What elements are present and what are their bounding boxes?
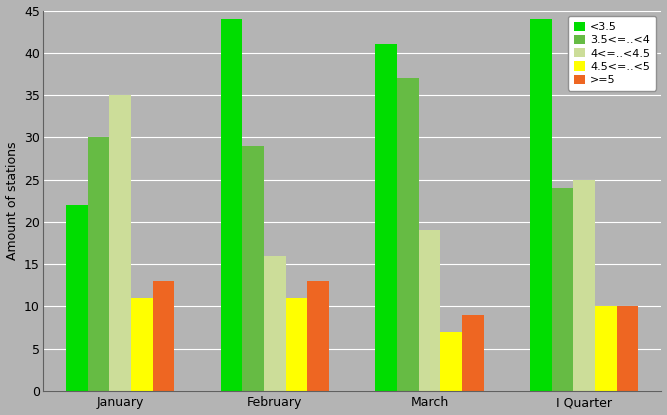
Bar bbox=[153, 281, 174, 391]
Bar bbox=[307, 281, 329, 391]
Bar bbox=[87, 137, 109, 391]
Legend: <3.5, 3.5<=..<4, 4<=..<4.5, 4.5<=..<5, >=5: <3.5, 3.5<=..<4, 4<=..<4.5, 4.5<=..<5, >… bbox=[568, 16, 656, 90]
Bar bbox=[440, 332, 462, 391]
Bar bbox=[285, 298, 307, 391]
Bar bbox=[221, 19, 242, 391]
Bar bbox=[109, 95, 131, 391]
Bar bbox=[242, 146, 264, 391]
Bar bbox=[397, 78, 419, 391]
Y-axis label: Amount of stations: Amount of stations bbox=[5, 142, 19, 260]
Bar bbox=[462, 315, 484, 391]
Bar bbox=[131, 298, 153, 391]
Bar bbox=[595, 306, 616, 391]
Bar bbox=[419, 230, 440, 391]
Bar bbox=[573, 180, 595, 391]
Bar bbox=[376, 44, 397, 391]
Bar bbox=[552, 188, 573, 391]
Bar bbox=[616, 306, 638, 391]
Bar bbox=[264, 256, 285, 391]
Bar bbox=[66, 205, 87, 391]
Bar bbox=[530, 19, 552, 391]
